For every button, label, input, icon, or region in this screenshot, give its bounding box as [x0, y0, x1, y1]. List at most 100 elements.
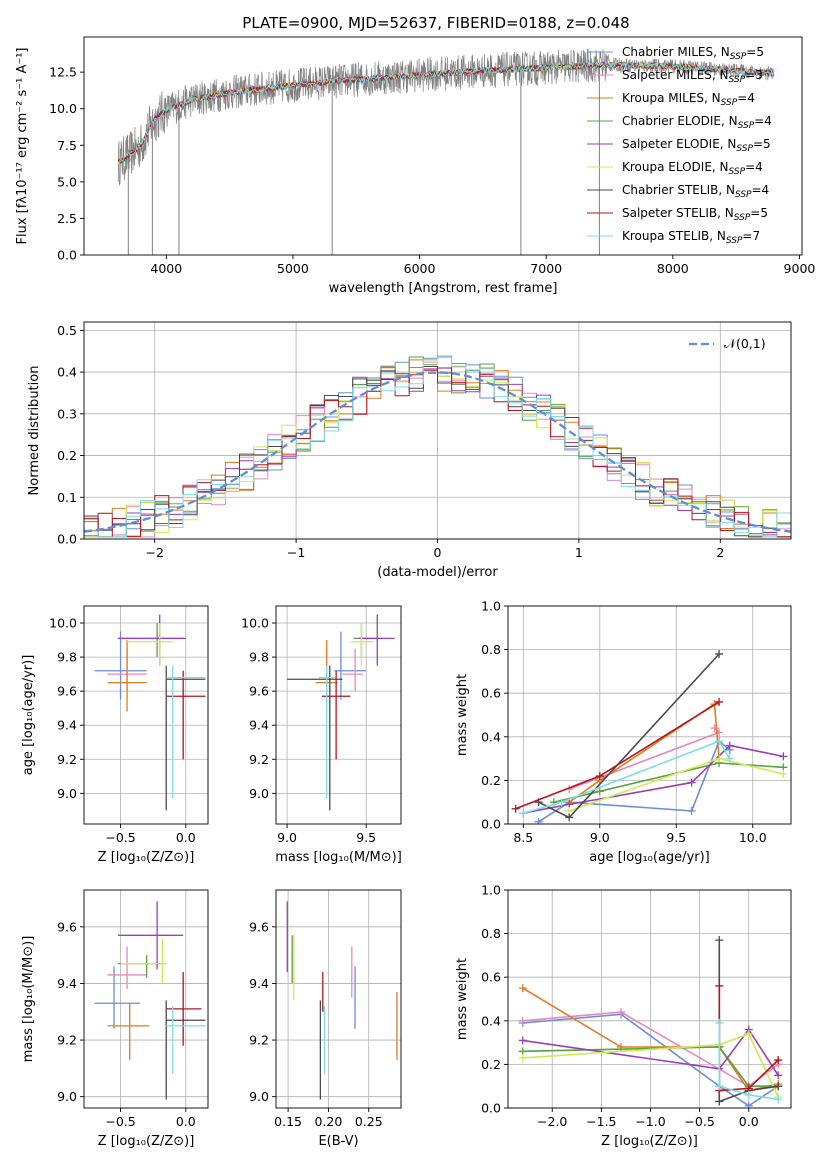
y-tick-label: 9.6	[57, 684, 77, 699]
y-tick-label: 0.5	[57, 323, 77, 338]
mass-weight-marker	[595, 787, 604, 796]
x-tick-label: 0	[434, 545, 442, 560]
y-tick-label: 9.2	[249, 752, 269, 767]
y-axis-label: Flux [fλ10⁻¹⁷ erg cm⁻² s⁻¹ A⁻¹]	[15, 48, 30, 245]
mass-weight-marker	[715, 936, 724, 945]
plot-area-weight_vs_age	[511, 649, 788, 824]
axes-age_vs_Z: −0.5 0.0 9.0 9.2 9.4 9.6 9.8 10.0 Z [log₁₀(Z/Z⊙)…	[21, 605, 209, 865]
x-tick-label: −1.5	[586, 1114, 616, 1129]
mass-weight-marker	[744, 1101, 753, 1108]
y-tick-label: 0.8	[481, 926, 501, 941]
x-tick-label: 9.5	[356, 830, 376, 845]
x-axis-label: mass [log₁₀(M/M⊙)]	[275, 850, 402, 865]
x-tick-label: 9.0	[277, 830, 297, 845]
normal-reference-curve	[84, 371, 791, 533]
x-tick-label: −0.5	[105, 1114, 135, 1129]
plot-area-mass_vs_Z	[94, 901, 206, 1100]
y-tick-label: 1.0	[481, 599, 501, 614]
axes-weight_vs_age: 8.5 9.0 9.5 10.0 0.0 0.2 0.4 0.6 0.8 1.0 age [log₁…	[455, 599, 792, 865]
y-tick-label: 0.0	[57, 532, 77, 547]
x-tick-label: 1	[575, 545, 583, 560]
x-tick-label: 2	[716, 545, 724, 560]
y-tick-label: 0.2	[481, 1057, 501, 1072]
axes-frame	[275, 605, 402, 825]
y-axis-label: Normed distribution	[27, 366, 42, 496]
mass-weight-marker	[744, 1029, 753, 1038]
x-tick-label: 0.0	[739, 1114, 759, 1129]
y-tick-label: 9.0	[57, 786, 77, 801]
mass-weight-line	[523, 740, 731, 814]
mass-weight-marker	[557, 798, 566, 807]
mass-weight-marker	[518, 1016, 527, 1025]
x-axis-label: age [log₁₀(age/yr)]	[589, 850, 710, 865]
x-axis-label: E(B-V)	[318, 1134, 358, 1149]
legend-label: Salpeter MILES, NSSP=3	[622, 68, 763, 85]
y-tick-label: 9.0	[249, 786, 269, 801]
mass-weight-line	[522, 1028, 779, 1076]
mass-weight-marker	[534, 817, 543, 824]
plot-area-residuals	[84, 355, 791, 538]
y-tick-label: 10.0	[49, 616, 77, 631]
mass-weight-marker	[715, 697, 724, 706]
y-axis-label: age [log₁₀(age/yr)]	[21, 655, 36, 776]
axes-mass_vs_Z: −0.5 0.0 9.0 9.2 9.4 9.6 Z [log₁₀(Z/Z⊙)] mass […	[21, 889, 209, 1149]
y-tick-label: 7.5	[57, 138, 77, 153]
mass-weight-marker	[744, 1090, 753, 1099]
mass-weight-marker	[725, 754, 734, 763]
x-tick-label: −2	[145, 545, 163, 560]
x-tick-label: 0.25	[355, 1114, 383, 1129]
mass-weight-line	[568, 702, 720, 803]
axes-frame	[83, 889, 209, 1109]
y-tick-label: 9.6	[57, 919, 77, 934]
x-tick-label: 8.5	[513, 830, 533, 845]
x-tick-label: 7000	[530, 261, 562, 276]
y-tick-label: 9.2	[57, 752, 77, 767]
y-tick-label: 5.0	[57, 174, 77, 189]
y-tick-label: 1.0	[481, 883, 501, 898]
mass-weight-marker	[774, 1095, 783, 1104]
plot-area-age_vs_mass	[287, 614, 395, 811]
model-spectrum-line	[118, 61, 774, 165]
mass-weight-marker	[779, 752, 788, 761]
mass-weight-marker	[725, 741, 734, 750]
x-tick-label: 4000	[150, 261, 182, 276]
y-tick-label: 0.0	[481, 1101, 501, 1116]
y-axis-label: mass [log₁₀(M/M⊙)]	[21, 936, 36, 1063]
legend-label: Salpeter ELODIE, NSSP=5	[622, 137, 771, 154]
y-tick-label: 9.2	[57, 1033, 77, 1048]
y-tick-label: 0.3	[57, 406, 77, 421]
x-tick-label: 5000	[277, 261, 309, 276]
mass-weight-marker	[518, 1036, 527, 1045]
figure-title: PLATE=0900, MJD=52637, FIBERID=0188, z=0…	[242, 14, 629, 32]
y-tick-label: 9.6	[249, 684, 269, 699]
axes-age_vs_mass: 9.0 9.5 9.0 9.2 9.4 9.6 9.8 10.0 mass [log₁₀(M/M…	[241, 605, 402, 865]
mass-weight-marker	[518, 1053, 527, 1062]
mass-weight-marker	[687, 806, 696, 815]
legend-label: Kroupa MILES, NSSP=4	[622, 91, 755, 108]
axes-spectrum: 4000 5000 6000 7000 8000 9000 0.0 2.5 5.0 7.5 10.0…	[15, 36, 815, 296]
mass-weight-marker	[774, 1071, 783, 1080]
mass-weight-marker	[715, 981, 724, 990]
mass-weight-marker	[511, 804, 520, 813]
mass-weight-marker	[518, 984, 527, 993]
legend-label: 𝒩(0,1)	[724, 336, 766, 351]
legend-label: Salpeter STELIB, NSSP=5	[622, 206, 768, 223]
plot-area-age_vs_Z	[94, 614, 206, 811]
mass-weight-marker	[779, 769, 788, 778]
mass-weight-marker	[715, 754, 724, 763]
observed-spectrum-line	[117, 48, 775, 186]
y-tick-label: 9.4	[57, 976, 77, 991]
mass-weight-marker	[715, 1097, 724, 1106]
x-tick-label: 6000	[404, 261, 436, 276]
legend-label: Chabrier STELIB, NSSP=4	[622, 183, 769, 200]
x-axis-label: (data-model)/error	[377, 565, 498, 580]
mass-weight-marker	[715, 1082, 724, 1091]
y-tick-label: 9.8	[57, 650, 77, 665]
y-tick-label: 0.4	[481, 1013, 501, 1028]
y-tick-label: 10.0	[49, 101, 77, 116]
spectrum-legend: Chabrier MILES, NSSP=5 Salpeter MILES, NS…	[587, 45, 772, 246]
mass-weight-marker	[774, 1082, 783, 1091]
legend-label: Kroupa STELIB, NSSP=7	[622, 229, 760, 246]
x-tick-label: 0.15	[274, 1114, 302, 1129]
axes-frame	[83, 605, 209, 825]
